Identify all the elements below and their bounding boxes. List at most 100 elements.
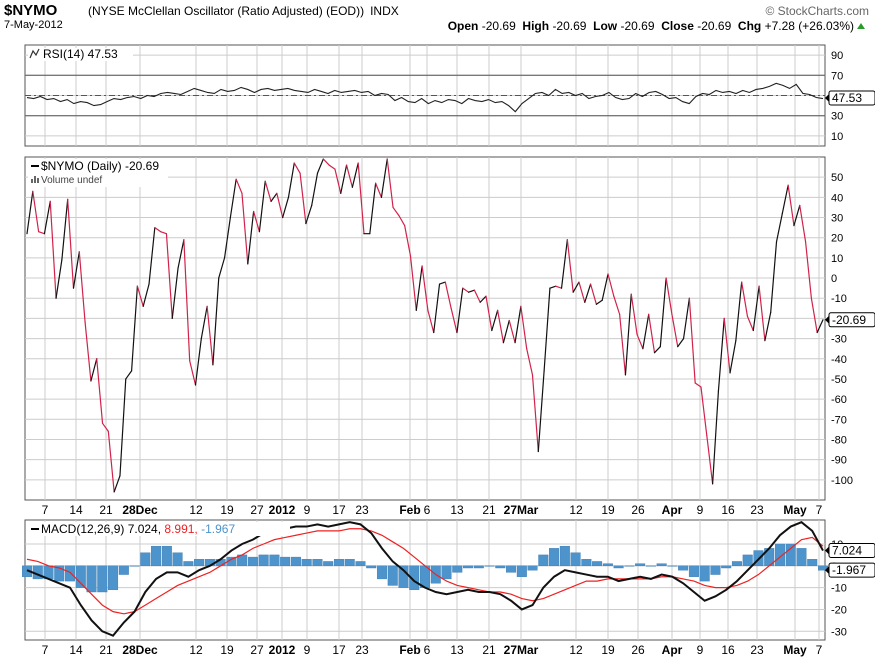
nymo-tick-label: 0 [831,273,837,285]
nymo-tick-label: 50 [831,172,843,184]
nymo-line-segment [26,190,34,235]
rsi-tick-label: 90 [831,50,843,62]
volume-icon [31,179,33,183]
macd-x-label: 6 [424,643,431,657]
nymo-tick-label: -50 [831,374,847,386]
nymo-line-segment [38,231,46,235]
macd-histogram-bar [656,563,667,567]
macd-histogram-bar [516,565,527,577]
macd-x-label: 12 [189,643,203,657]
nymo-line-segment [235,178,243,194]
nymo-line-segment [351,162,359,188]
nymo-line-segment [183,239,191,362]
nymo-line-segment [775,212,783,243]
nymo-line-segment [194,337,202,386]
nymo-line-segment [200,305,208,340]
nymo-line-segment [287,162,295,198]
macd-histogram-bar [333,559,344,567]
macd-histogram-bar [75,565,86,588]
nymo-line-segment [479,295,487,303]
macd-histogram-bar [65,565,76,582]
nymo-line-segment [252,210,261,233]
macd-label-part: 8.991, [164,522,201,536]
nymo-x-label: 23 [355,503,369,517]
macd-histogram-bar [140,552,151,567]
nymo-line-segment [293,162,301,174]
macd-histogram-bar [688,565,699,577]
nymo-x-label: 9 [304,503,311,517]
macd-histogram-bar [710,565,721,575]
nymo-panel: 50403020100-10-20-30-40-50-60-70-80-90-1… [24,156,875,517]
macd-value-pointer [825,546,829,555]
nymo-line-segment [270,192,278,202]
nymo-line-segment [781,184,789,215]
nymo-line-segment [136,285,144,307]
brand-logo[interactable]: © StockCharts.com [765,4,869,18]
macd-histogram-bar [635,563,646,567]
nymo-line-segment [229,178,237,219]
nymo-line-segment [816,319,824,334]
macd-histogram-bar [602,563,613,567]
nymo-x-label: 26 [631,503,645,517]
nymo-line-segment [380,158,388,198]
macd-histogram-bar [312,559,323,567]
macd-histogram-bar [129,565,140,567]
nymo-line-segment [648,313,656,354]
macd-label-part: -1.967 [201,522,235,536]
nymo-line-segment [171,267,179,320]
nymo-line-segment [467,289,475,293]
macd-tick-label: -30 [831,626,847,638]
nymo-line-segment [712,390,720,485]
nymo-line-segment [537,370,545,453]
macd-histogram-bar [290,556,301,567]
macd-x-label: 2012 [269,643,296,657]
macd-histogram-bar [118,565,129,575]
rsi-tick-label: 70 [831,70,843,82]
macd-x-label: 12 [569,643,583,657]
macd-histogram-bar [258,554,269,567]
macd-histogram-bar [473,565,484,569]
nymo-line-segment [630,293,638,336]
nymo-x-label: 2012 [269,503,296,517]
macd-histogram-bar [731,561,742,567]
nymo-line-segment [659,277,667,348]
nymo-line-segment [688,297,696,384]
macd-x-label: 9 [697,643,704,657]
macd-histogram-bar [280,556,291,567]
nymo-tick-label: -80 [831,434,847,446]
nymo-line-segment [148,227,156,285]
nymo-line-segment [299,172,307,225]
nymo-line-segment [340,164,348,194]
nymo-x-label: 27 [250,503,264,517]
macd-histogram-bar [161,545,172,567]
nymo-x-label: 7 [42,503,49,517]
macd-histogram-bar [323,561,334,567]
rsi-tick-label: 10 [831,131,843,143]
nymo-line-segment [491,309,499,332]
nymo-line-segment [613,295,621,315]
nymo-line-segment [177,239,185,269]
nymo-line-segment [624,293,632,376]
macd-histogram-bar [624,565,635,567]
nymo-line-segment [258,180,266,233]
rsi-value-label: 47.53 [832,91,862,105]
exchange-label: INDX [370,4,399,18]
nymo-line-segment [212,277,220,366]
nymo-line-segment [305,204,313,225]
nymo-label: $NYMO (Daily) -20.69 [41,159,159,173]
nymo-line-segment [247,210,255,265]
nymo-x-label: May [783,503,807,517]
nymo-line-segment [276,192,284,219]
nymo-line-segment [43,200,51,235]
nymo-line-segment [223,216,231,259]
nymo-x-label: 12 [189,503,203,517]
nymo-line-segment [32,190,40,233]
nymo-label-bg [28,159,168,187]
nymo-line-segment [677,337,685,348]
nymo-line-segment [723,317,731,374]
nymo-line-segment [450,307,458,334]
rsi-legend-icon [29,48,40,59]
nymo-x-label: 14 [69,503,83,517]
